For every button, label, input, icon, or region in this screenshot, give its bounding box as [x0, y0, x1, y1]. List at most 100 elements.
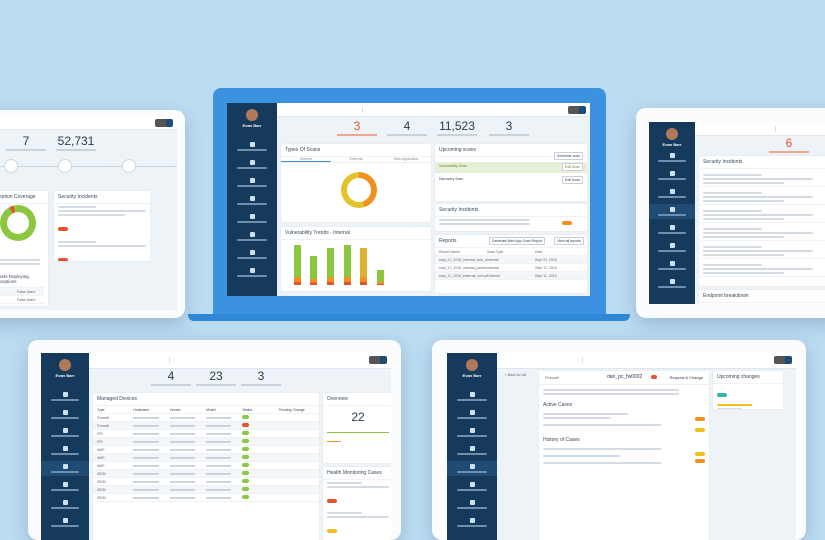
- incident-item[interactable]: [699, 223, 825, 241]
- card-title: Upcoming changes: [713, 371, 783, 384]
- nav-item[interactable]: [41, 407, 89, 422]
- view-all-reports-button[interactable]: View all reports: [554, 237, 584, 245]
- right-tablet: Evan Barr 6 Security Incidents Endpoint …: [636, 108, 825, 318]
- nav-item[interactable]: [649, 204, 695, 219]
- device-cell: [205, 480, 242, 483]
- nav-item[interactable]: [41, 389, 89, 404]
- report-cell: sept_11_2016_external_vuln.pdf: [439, 273, 487, 278]
- nav-item[interactable]: [447, 461, 497, 476]
- nav-item[interactable]: [649, 258, 695, 273]
- report-cell: Internal: [487, 265, 499, 270]
- report-row[interactable]: sept_21_2016_internal_vuln_all.pdfIntern…: [435, 256, 587, 264]
- nav-item[interactable]: [227, 211, 277, 226]
- report-cell: External: [487, 273, 500, 278]
- nav-item[interactable]: [41, 461, 89, 476]
- device-row[interactable]: Firewall: [93, 414, 319, 422]
- nav-item[interactable]: [649, 168, 695, 183]
- generate-report-button[interactable]: Generate Web App Scan Report: [488, 237, 545, 245]
- nav-item[interactable]: [227, 139, 277, 154]
- incident-item[interactable]: [699, 205, 825, 223]
- device-row[interactable]: WAF: [93, 446, 319, 454]
- column-header[interactable]: Model: [205, 407, 216, 412]
- nav-item[interactable]: [41, 515, 89, 530]
- nav-item[interactable]: [649, 150, 695, 165]
- nav-item[interactable]: [447, 425, 497, 440]
- nav-item[interactable]: [227, 193, 277, 208]
- nav-item[interactable]: [649, 186, 695, 201]
- tab-web-application[interactable]: Web Application: [393, 157, 419, 161]
- report-row[interactable]: sept_11_2016_external_vuln.pdf External Se…: [435, 272, 587, 280]
- nav-item[interactable]: [649, 222, 695, 237]
- device-row[interactable]: IPS: [93, 430, 319, 438]
- user-name: Evan Barr: [55, 373, 75, 378]
- device-type: IPS: [97, 431, 103, 436]
- incident-item[interactable]: [699, 187, 825, 205]
- reports-card: Reports Generate Web App Scan Report Vie…: [435, 235, 587, 293]
- avatar: [666, 128, 678, 140]
- scans-donut: [341, 172, 377, 208]
- history-cases-title: History of Cases: [543, 437, 580, 443]
- device-row[interactable]: SIEM: [93, 486, 319, 494]
- device-row[interactable]: Firewall: [93, 422, 319, 430]
- stat-value: 4: [403, 119, 411, 133]
- nav-item[interactable]: [447, 515, 497, 530]
- request-change-button[interactable]: Request A Change: [669, 375, 703, 380]
- device-cell: [169, 496, 206, 499]
- column-header[interactable]: Pending Change: [278, 407, 305, 412]
- nav-item[interactable]: [227, 229, 277, 244]
- nav-item[interactable]: [447, 389, 497, 404]
- report-cell: Internal: [487, 257, 499, 262]
- tab-external[interactable]: External: [349, 157, 363, 161]
- nav-item[interactable]: [649, 276, 695, 291]
- edit-scan-button[interactable]: Edit Scan: [562, 163, 583, 171]
- column-header[interactable]: Hostname: [133, 407, 150, 412]
- device-cell: [205, 440, 242, 443]
- column-header[interactable]: Status: [242, 407, 253, 412]
- edit-scan-button[interactable]: Edit Scan: [562, 176, 583, 184]
- device-row[interactable]: SIEM: [93, 494, 319, 502]
- trend-bar: [327, 247, 335, 285]
- incident-item[interactable]: [699, 169, 825, 187]
- deception-coverage-card: Deception Coverage Assets Deploying Dece…: [0, 191, 48, 306]
- nav-item[interactable]: [447, 407, 497, 422]
- nav-item[interactable]: [227, 265, 277, 280]
- false-alarm-dropdown[interactable]: False Alarm: [17, 289, 36, 294]
- search-input[interactable]: [775, 126, 825, 132]
- report-row[interactable]: sept_17_2016_internal_pcidss_all.pdfInte…: [435, 264, 587, 272]
- nav-item[interactable]: [41, 497, 89, 512]
- column-header[interactable]: Vendor: [169, 407, 181, 412]
- incident-item[interactable]: [699, 259, 825, 277]
- search-input[interactable]: [362, 107, 412, 113]
- column-header[interactable]: Type: [97, 407, 105, 412]
- false-alarm-dropdown[interactable]: False Alarm: [17, 297, 36, 302]
- nav-item[interactable]: [447, 443, 497, 458]
- nav-item[interactable]: [447, 497, 497, 512]
- nav-item[interactable]: [227, 157, 277, 172]
- nav-item[interactable]: [41, 479, 89, 494]
- nav-item[interactable]: [41, 425, 89, 440]
- status-badge: [242, 439, 278, 444]
- logo: [568, 106, 586, 114]
- nav-item[interactable]: [227, 247, 277, 262]
- device-row[interactable]: IPS: [93, 438, 319, 446]
- nav-item[interactable]: [227, 175, 277, 190]
- device-row[interactable]: WAF: [93, 454, 319, 462]
- schedule-scan-button[interactable]: Schedule scan: [554, 152, 583, 160]
- nav-item[interactable]: [649, 240, 695, 255]
- tab-internal[interactable]: Internal: [281, 157, 331, 162]
- nav-item[interactable]: [447, 479, 497, 494]
- report-cell: Sept 17, 2016: [535, 265, 557, 270]
- back-to-list-link[interactable]: < Back to List: [505, 373, 527, 377]
- device-cell: [169, 472, 206, 475]
- vulnerability-trends-card: Vulnerability Trends - Internal: [281, 227, 431, 291]
- search-input[interactable]: [582, 357, 632, 363]
- search-input[interactable]: [169, 357, 219, 363]
- device-type: Firewall: [545, 375, 559, 380]
- upcoming-scans-card: Upcoming scans Schedule scan Vulnerabili…: [435, 144, 587, 201]
- device-row[interactable]: WAF: [93, 462, 319, 470]
- incident-item[interactable]: [699, 241, 825, 259]
- left-tablet: 7 52,731 Deception Coverage Assets Deplo…: [0, 110, 185, 318]
- device-row[interactable]: SIEM: [93, 478, 319, 486]
- nav-item[interactable]: [41, 443, 89, 458]
- device-row[interactable]: SIEM: [93, 470, 319, 478]
